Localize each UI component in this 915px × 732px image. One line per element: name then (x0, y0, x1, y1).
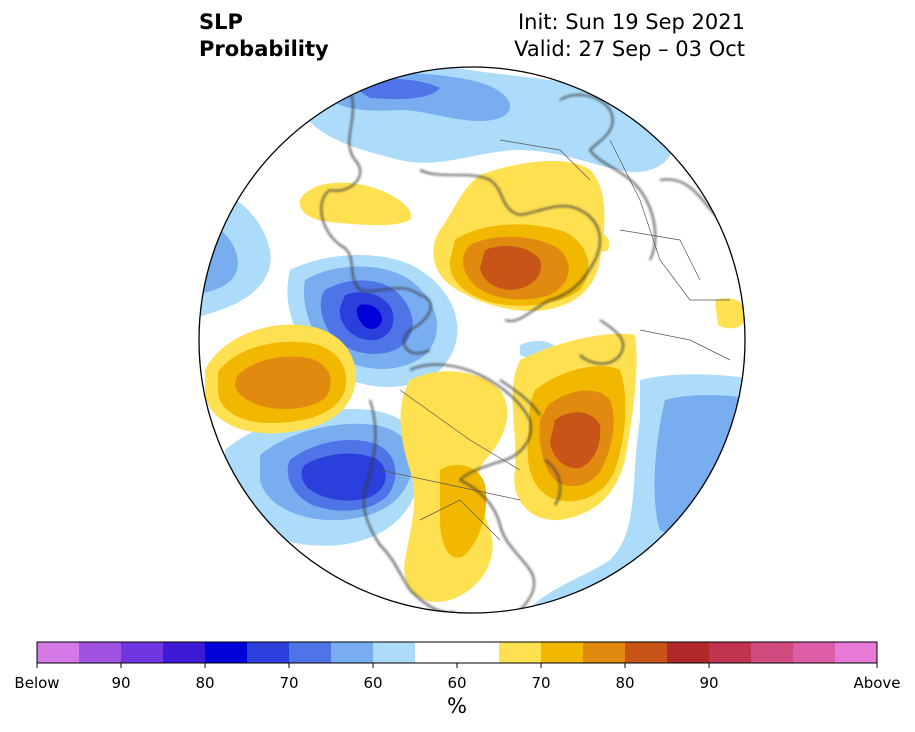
colorbar-cell (835, 642, 878, 663)
colorbar-cells (37, 642, 878, 663)
map-title: SLP Probability (199, 9, 329, 63)
colorbar-cell (793, 642, 836, 663)
colorbar-tick-label: 80 (195, 674, 215, 692)
colorbar-cell (709, 642, 752, 663)
colorbar-cell (667, 642, 710, 663)
title-line-1: SLP (199, 10, 243, 34)
map-disc (199, 67, 745, 613)
colorbar-tick-label: 90 (111, 674, 131, 692)
colorbar-tick-label: 60 (363, 674, 383, 692)
colorbar-cell (163, 642, 206, 663)
colorbar-cell (79, 642, 122, 663)
colorbar-tick-label: 60 (447, 674, 467, 692)
colorbar-tick-label: 80 (615, 674, 635, 692)
colorbar-tick-label: 70 (279, 674, 299, 692)
colorbar-cell (121, 642, 164, 663)
colorbar-cell (37, 642, 80, 663)
polar-map (198, 66, 746, 614)
colorbar-cell (499, 642, 542, 663)
colorbar-tick-label: Above (853, 674, 901, 692)
colorbar-cell (457, 642, 500, 663)
colorbar-tick-label: Below (14, 674, 60, 692)
colorbar-unit: % (447, 694, 467, 718)
map-boundary (198, 66, 746, 614)
colorbar-cell (373, 642, 416, 663)
colorbar (36, 641, 878, 668)
colorbar-cell (331, 642, 374, 663)
colorbar-cell (289, 642, 332, 663)
below-80-core (356, 304, 382, 329)
colorbar-ticks (36, 663, 878, 668)
borders (379, 139, 731, 541)
colorbar-cell (751, 642, 794, 663)
colorbar-cell (205, 642, 248, 663)
title-line-2: Probability (199, 37, 329, 61)
colorbar-tick-label: 70 (531, 674, 551, 692)
colorbar-cell (415, 642, 458, 663)
colorbar-cell (625, 642, 668, 663)
colorbar-cell (541, 642, 584, 663)
colorbar-cell (583, 642, 626, 663)
colorbar-cell (247, 642, 290, 663)
colorbar-tick-label: 90 (699, 674, 719, 692)
init-date: Init: Sun 19 Sep 2021 (517, 10, 745, 34)
above-75-areas (480, 245, 601, 469)
date-info: Init: Sun 19 Sep 2021 Valid: 27 Sep – 03… (514, 9, 745, 63)
valid-range: Valid: 27 Sep – 03 Oct (514, 37, 745, 61)
